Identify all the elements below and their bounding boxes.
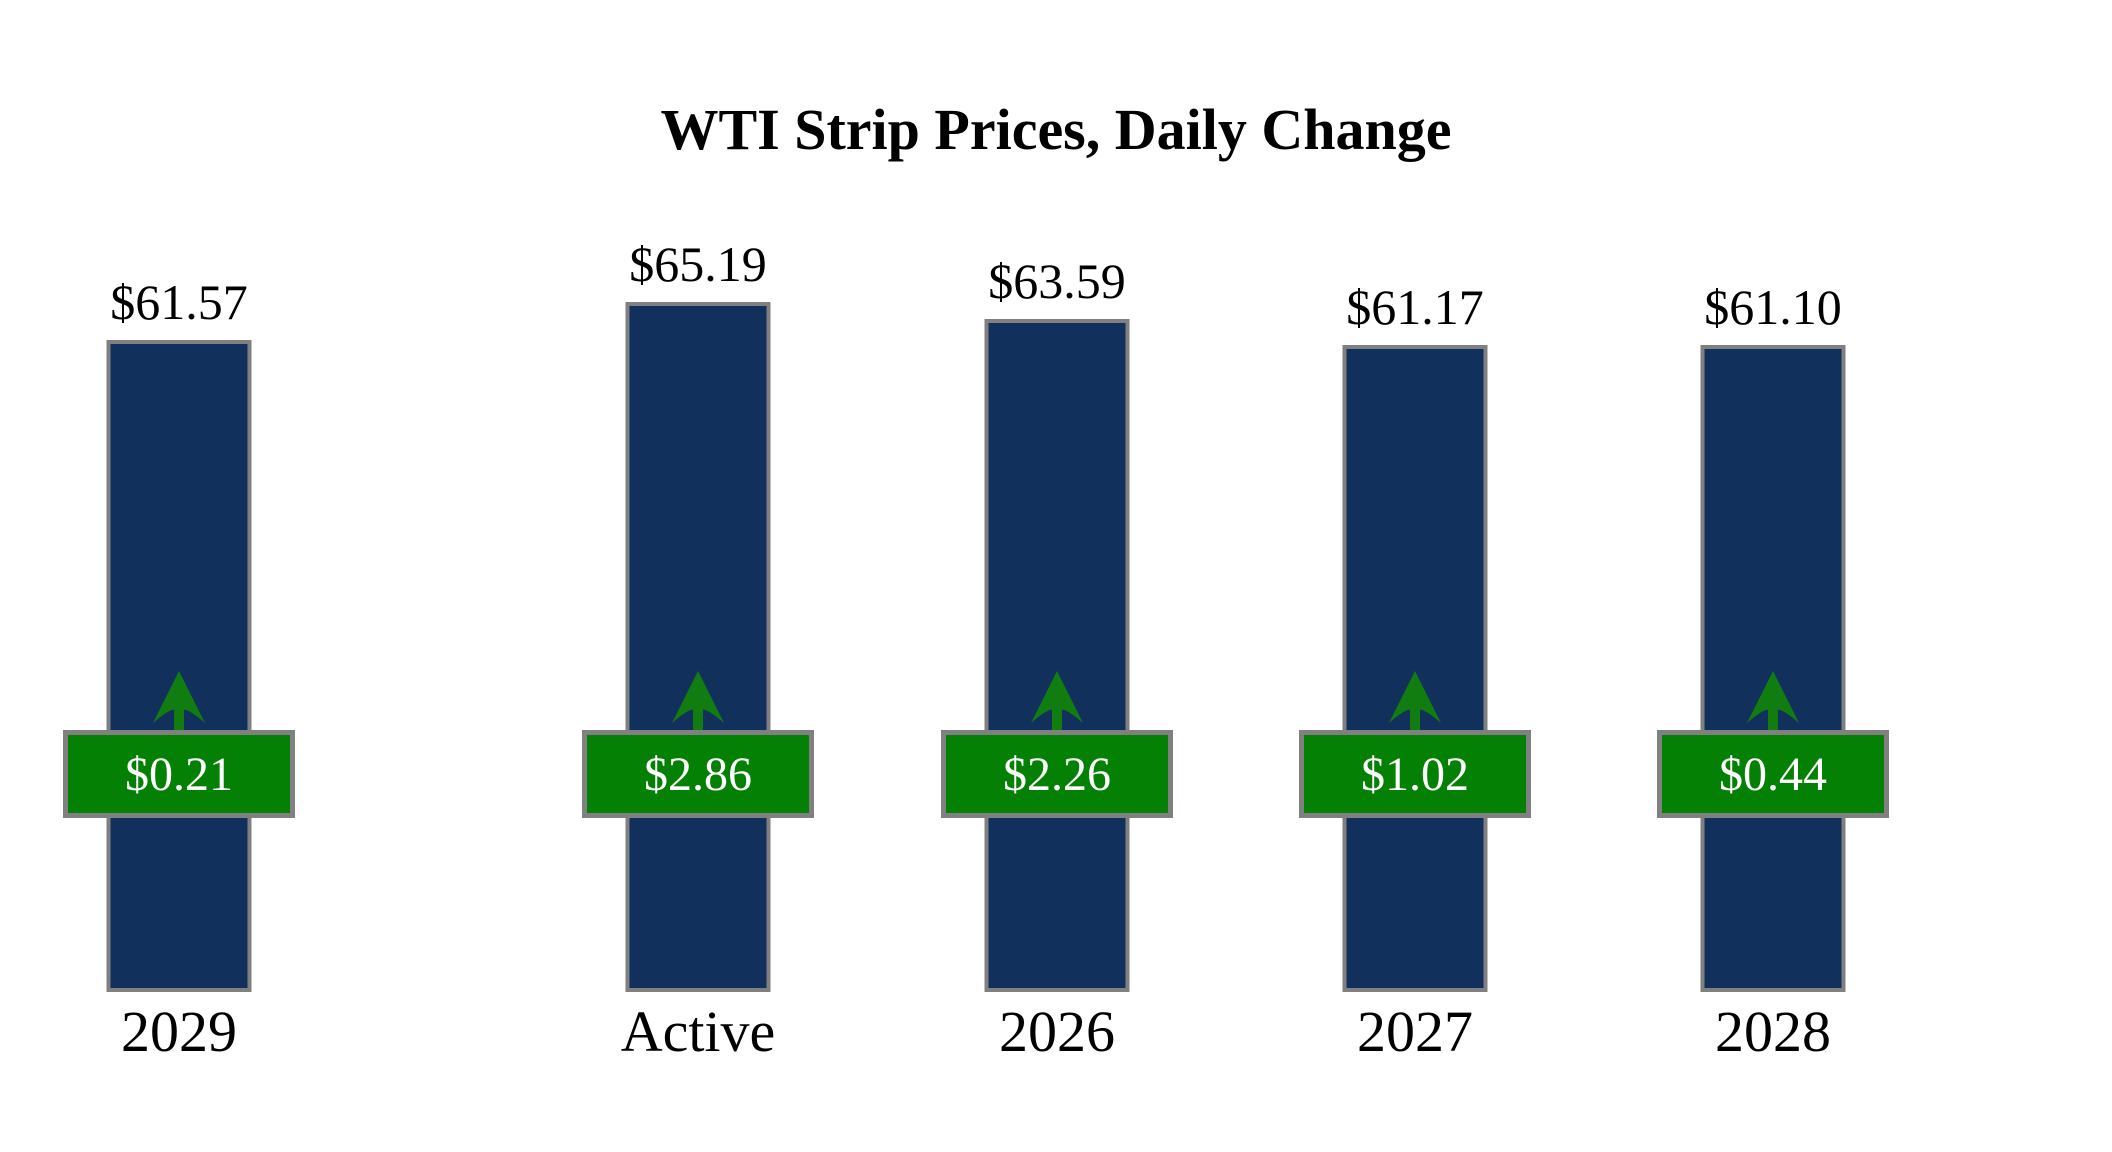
bar: [1700, 345, 1846, 992]
daily-change-badge: $2.86: [582, 730, 814, 818]
category-label: 2029: [121, 999, 237, 1064]
bar: [625, 302, 771, 992]
bar-group: $65.19 $2.86 Active: [519, 0, 877, 1152]
category-label: 2026: [999, 999, 1115, 1064]
up-arrow-icon: [152, 671, 206, 732]
daily-change-badge: $0.44: [1657, 730, 1889, 818]
up-arrow-icon: [1030, 671, 1084, 732]
bar-value-label: $63.59: [988, 253, 1126, 309]
bar-value-label: $61.57: [110, 274, 248, 330]
daily-change-badge: $2.26: [941, 730, 1173, 818]
bar-value-label: $65.19: [629, 236, 767, 292]
bar: [984, 319, 1130, 992]
category-label: 2027: [1357, 999, 1473, 1064]
bar-group: $61.10 $0.44 2028: [1594, 0, 1952, 1152]
up-arrow-icon: [1746, 671, 1800, 732]
chart-title: WTI Strip Prices, Daily Change: [660, 97, 1452, 162]
bar-value-label: $61.10: [1704, 279, 1842, 335]
bar-group: $63.59 $2.26 2026: [878, 0, 1236, 1152]
bar: [1342, 345, 1488, 992]
daily-change-badge: $0.21: [63, 730, 295, 818]
up-arrow-icon: [671, 671, 725, 732]
up-arrow-icon: [1388, 671, 1442, 732]
bar-value-label: $61.17: [1346, 279, 1484, 335]
daily-change-badge: $1.02: [1299, 730, 1531, 818]
bar: [106, 340, 252, 992]
bar-group: $61.57 $0.21 2029: [0, 0, 358, 1152]
category-label: 2028: [1715, 999, 1831, 1064]
category-label: Active: [620, 999, 776, 1064]
bar-group: $61.17 $1.02 2027: [1236, 0, 1594, 1152]
